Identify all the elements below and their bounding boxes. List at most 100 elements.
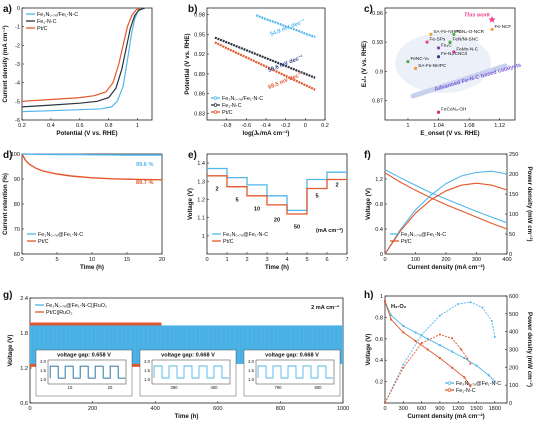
current-density-label: 2 xyxy=(335,183,338,189)
inset-y-tick: 2.0 xyxy=(248,359,254,364)
x-tick-label: 3 xyxy=(265,257,268,263)
point-label: FeN₄-O-NCR xyxy=(456,29,484,34)
data-marker xyxy=(438,333,441,336)
data-marker xyxy=(451,366,454,369)
series-line xyxy=(384,301,471,387)
x-tick-label: 0.6 xyxy=(76,123,84,129)
legend-entry: Pt/C xyxy=(38,239,49,245)
panel-label: g) xyxy=(3,290,12,301)
panel-e: e) 0 1 2 3 4 5 6 7 1 1.1 1.2 1.3 1.4 Time (h) Voltage (… xyxy=(187,150,349,271)
inset-x-tick: 10 xyxy=(68,385,73,390)
point-label: Fe-NCF xyxy=(495,24,512,29)
y2-tick-label: 300 xyxy=(509,348,518,354)
legend-marker xyxy=(447,388,452,392)
data-point xyxy=(448,40,452,44)
y-tick-label: 1.1 xyxy=(197,216,205,222)
y2-axis-label: Power density (mW cm⁻²) xyxy=(526,166,533,241)
y-tick-label: 0.4 xyxy=(375,227,383,233)
inset-plot-frame xyxy=(47,359,127,385)
x-tick-label: 6 xyxy=(325,257,328,263)
panel-b: b) -0.8 -0.6 -0.4 -0.2 0 0.2 0.83 0.86 0.89 0.92 0.… xyxy=(184,4,329,137)
x-tick-label: 400 xyxy=(502,257,511,263)
value-annotation: 99.6 % xyxy=(136,162,153,168)
inset-y-tick: 1.5 xyxy=(144,368,150,373)
y-tick-label: 0.9 xyxy=(375,69,383,75)
unit-annotation: (mA cm⁻²) xyxy=(316,227,343,234)
y-tick-label: 1.4 xyxy=(197,161,205,167)
data-marker xyxy=(420,342,423,345)
y-tick-label: 1.2 xyxy=(197,197,205,203)
panel-a: a) 0.2 0.4 0.6 0.8 1 -6 -5 -4 -3 -2 -1 0 Potential (V… xyxy=(2,4,153,137)
y-tick-label: 0.92 xyxy=(194,52,205,58)
y-axis-label: Voltage (V) xyxy=(365,188,372,220)
series-line xyxy=(207,175,347,215)
panel-c: c) 1 1.04 1.08 1.12 0.87 0.9 0.93 0.96 E_onset (V… xyxy=(361,4,522,137)
y2-tick-label: 200 xyxy=(509,365,518,371)
panel-g: g) 0 200 400 600 800 1000 0.6 1.2 1.8 2.4 Time (h) V… xyxy=(3,290,349,420)
plot-frame xyxy=(206,153,348,255)
y-axis-label: Voltage (V) xyxy=(7,335,14,367)
x-axis-label: Current density (mA cm⁻²) xyxy=(407,264,484,271)
data-point xyxy=(436,110,441,114)
x-tick-label: 1 xyxy=(225,257,228,263)
y-axis-label: Voltage (V) xyxy=(187,188,194,220)
y-tick-label: 0.98 xyxy=(194,13,205,19)
x-tick-label: 200 xyxy=(88,406,97,412)
data-point-star xyxy=(488,15,496,23)
inset-plot-frame xyxy=(255,359,335,385)
inset-y-tick: 1.0 xyxy=(248,377,254,382)
legend-entry: Fe₁-N-C xyxy=(456,388,476,394)
data-point xyxy=(436,55,441,59)
inset-chart: voltage gap: 0.668 V 2.0 1.5 1.0 390 400 xyxy=(139,349,237,397)
point-label: SA-Fe-NHPC xyxy=(418,63,447,68)
x-tick-label: 1.04 xyxy=(433,123,444,129)
y-tick-label: -1 xyxy=(15,25,20,31)
data-marker xyxy=(402,363,405,366)
x-axis-label: Potential (V vs. RHE) xyxy=(56,130,117,137)
y-tick-label: 0.6 xyxy=(20,401,28,407)
inset-frame xyxy=(35,349,133,397)
data-marker xyxy=(451,337,454,340)
legend-entry: Pt/C xyxy=(401,239,412,245)
series-line xyxy=(21,7,145,108)
data-marker xyxy=(438,357,441,360)
y2-tick-label: 250 xyxy=(509,152,518,158)
y-tick-label: 60 xyxy=(14,252,20,258)
legend-entry: Pt/C xyxy=(37,26,48,32)
x-tick-label: 200 xyxy=(441,257,450,263)
legend-entry: Fe₃N₀.₇₆@Fe₁-N-C xyxy=(38,232,83,238)
x-tick-label: 800 xyxy=(276,406,285,412)
point-label: FeMn-N-C xyxy=(456,46,478,51)
x-tick-label: 0 xyxy=(20,257,23,263)
current-density-label: 5 xyxy=(315,194,318,200)
y-axis-label: E₁/₂ (V vs. RHE) xyxy=(361,41,368,87)
x-tick-label: -0.6 xyxy=(242,123,252,129)
y-tick-label: 0.96 xyxy=(372,11,383,17)
y-tick-label: 0.83 xyxy=(194,111,205,117)
y-tick-label: -4 xyxy=(15,81,20,87)
inset-plot-frame xyxy=(151,359,231,385)
inset-label: voltage gap: 0.658 V xyxy=(57,353,111,359)
current-density-label: 5 xyxy=(235,197,238,203)
inset-frame xyxy=(243,349,341,397)
x-tick-label: 1200 xyxy=(452,406,464,412)
y-tick-label: 0.95 xyxy=(194,32,205,38)
chart-title: H₂-O₂ xyxy=(391,304,407,310)
panel-label: a) xyxy=(3,4,12,15)
x-axis-label: Time (h) xyxy=(265,264,289,271)
point-label: SA-Fe-NHPC xyxy=(433,29,462,34)
data-point xyxy=(436,46,441,50)
panel-label: d) xyxy=(3,150,12,161)
series-line xyxy=(384,172,508,230)
y-tick-label: 0 xyxy=(380,252,383,258)
data-marker xyxy=(438,314,441,317)
x-tick-label: 2 xyxy=(245,257,248,263)
series-line xyxy=(214,41,316,91)
y-axis-label: Potential (V vs. RHE) xyxy=(184,33,191,94)
point-label: FeCoN₃-OH xyxy=(441,107,466,112)
series-line xyxy=(384,301,496,404)
series-line xyxy=(207,167,347,212)
x-tick-label: 1500 xyxy=(470,406,482,412)
y-tick-label: 0 xyxy=(17,6,20,12)
data-marker xyxy=(469,384,472,387)
